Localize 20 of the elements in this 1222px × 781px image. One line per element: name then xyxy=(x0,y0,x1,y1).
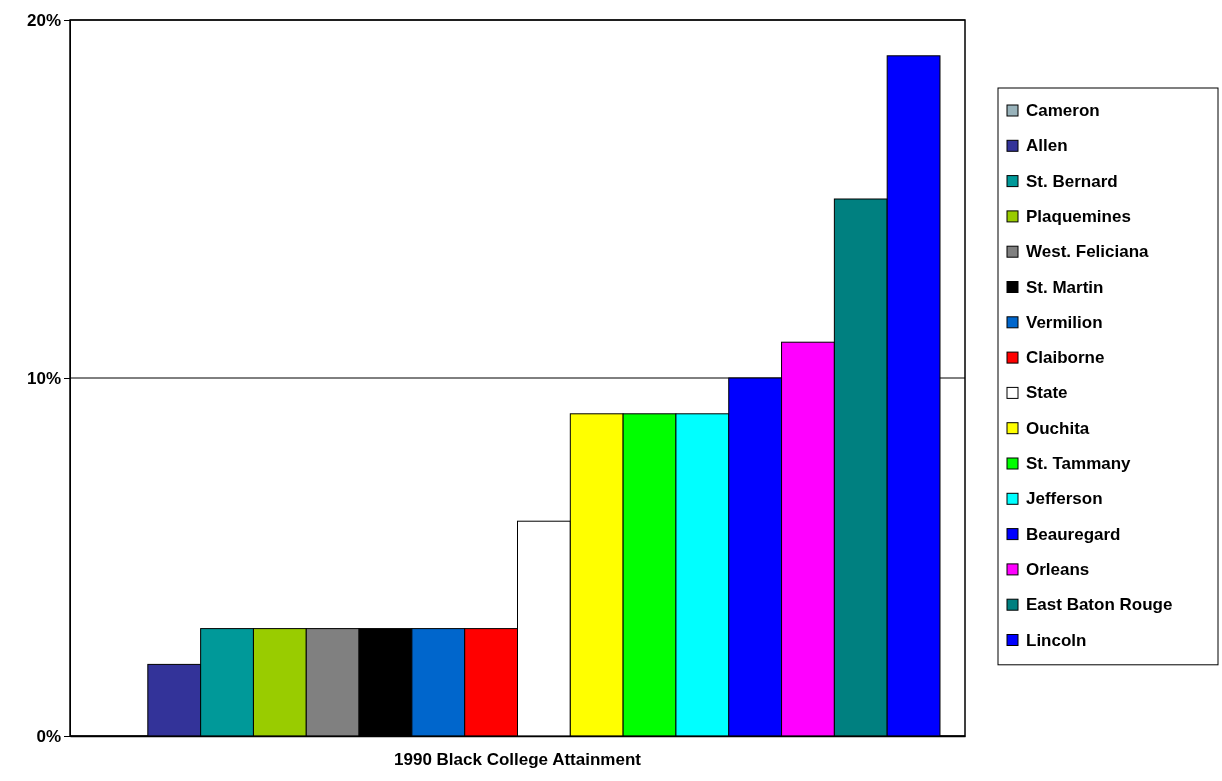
legend-label: Cameron xyxy=(1026,101,1100,120)
legend-label: West. Feliciana xyxy=(1026,242,1150,262)
legend-label: Jefferson xyxy=(1026,489,1103,509)
y-tick-label: 20% xyxy=(26,10,61,30)
legend-label: Beauregard xyxy=(1026,524,1121,544)
y-tick-label: 10% xyxy=(26,368,61,388)
x-tick-label: 1990 Black College Attainment xyxy=(394,749,642,769)
legend-label: St. Tammany xyxy=(1026,454,1132,473)
legend-label: St. Martin xyxy=(1026,277,1104,297)
legend-label: State xyxy=(1026,383,1068,403)
legend-label: Plaquemines xyxy=(1026,206,1131,226)
legend-label: Lincoln xyxy=(1026,630,1087,650)
legend-label: Ouchita xyxy=(1026,418,1090,438)
legend-label: Claiborne xyxy=(1026,348,1105,368)
legend-label: Orleans xyxy=(1026,559,1090,579)
legend-label: St. Bernard xyxy=(1026,171,1118,191)
legend-label: Allen xyxy=(1026,136,1068,156)
y-tick-label: 0% xyxy=(36,726,61,746)
legend-label: East Baton Rouge xyxy=(1026,595,1173,615)
legend-label: Vermilion xyxy=(1026,312,1103,332)
